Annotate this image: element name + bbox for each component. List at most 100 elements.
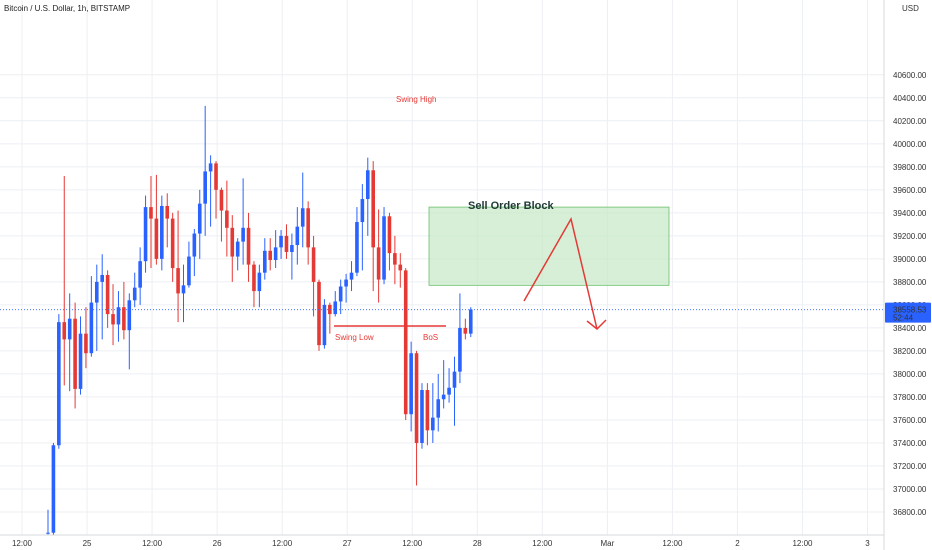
candle-body xyxy=(116,307,121,325)
candle-body xyxy=(122,307,126,331)
y-tick-label: 39000.00 xyxy=(893,255,927,264)
candle-body xyxy=(149,207,153,219)
candle-body xyxy=(197,203,202,234)
x-tick-label: 25 xyxy=(83,539,92,548)
swing-low-label: Swing Low xyxy=(335,333,374,342)
candle-body xyxy=(246,227,251,265)
candle-body xyxy=(420,390,424,443)
candles xyxy=(46,105,473,535)
candle-body xyxy=(295,226,300,246)
candle-body xyxy=(235,241,240,257)
candle-body xyxy=(447,387,451,395)
candle-body xyxy=(84,333,88,354)
candle-body xyxy=(208,163,213,172)
x-tick-label: 2 xyxy=(735,539,740,548)
y-tick-label: 39200.00 xyxy=(893,232,927,241)
candle-body xyxy=(365,170,370,200)
last-price-value: 38558.53 xyxy=(893,306,927,315)
candle-body xyxy=(165,205,170,219)
candle-body xyxy=(192,233,197,257)
candle-body xyxy=(252,264,256,292)
x-tick-label: 12:00 xyxy=(272,539,293,548)
projection-path xyxy=(523,216,598,330)
candle-body xyxy=(268,250,273,261)
candle-body xyxy=(328,304,332,315)
candle-body xyxy=(414,353,419,443)
candle-body xyxy=(452,371,457,388)
y-tick-label: 40400.00 xyxy=(893,94,927,103)
x-tick-label: 26 xyxy=(213,539,222,548)
candle-body xyxy=(333,301,338,315)
candle-body xyxy=(360,199,365,223)
candle-body xyxy=(138,261,142,288)
y-tick-label: 37800.00 xyxy=(893,393,927,402)
y-tick-label: 39600.00 xyxy=(893,186,927,195)
x-axis-ticks: 12:00 25 12:00 26 12:00 27 12:00 28 12:00 Mar 12:0… xyxy=(12,539,870,548)
candle-body xyxy=(176,268,180,294)
candle-body xyxy=(62,322,67,340)
sell-order-block-zone xyxy=(428,206,670,286)
candle-body xyxy=(187,256,191,286)
candle-body xyxy=(51,445,56,533)
candle-body xyxy=(78,333,83,389)
x-tick-label: 12:00 xyxy=(792,539,813,548)
price-axis[interactable] xyxy=(884,0,932,550)
y-tick-label: 37400.00 xyxy=(893,439,927,448)
candle-body xyxy=(263,250,267,273)
candle-body xyxy=(46,532,50,534)
candle-body xyxy=(94,281,99,303)
candle-body xyxy=(382,216,386,280)
candle-body xyxy=(284,235,289,252)
candle-body xyxy=(344,279,348,287)
y-tick-label: 37000.00 xyxy=(893,485,927,494)
x-tick-label: 27 xyxy=(343,539,352,548)
y-tick-label: 38800.00 xyxy=(893,278,927,287)
x-tick-label: 12:00 xyxy=(662,539,683,548)
candle-body xyxy=(441,394,446,400)
bos-label: BoS xyxy=(423,333,438,342)
x-tick-label: 12:00 xyxy=(142,539,163,548)
candle-body xyxy=(89,302,94,354)
candle-body xyxy=(111,314,115,325)
candle-body xyxy=(203,171,207,204)
candle-body xyxy=(214,163,218,190)
candle-body xyxy=(468,309,473,334)
y-tick-label: 40600.00 xyxy=(893,71,927,80)
candle-body xyxy=(409,353,413,415)
candle-body xyxy=(225,210,229,228)
candle-body xyxy=(355,222,359,273)
candle-body xyxy=(322,304,327,346)
candle-body xyxy=(57,322,61,446)
candle-body xyxy=(431,417,435,431)
y-tick-label: 36800.00 xyxy=(893,508,927,517)
candle-body xyxy=(241,227,245,242)
candle-body xyxy=(143,207,148,262)
currency-badge[interactable]: USD xyxy=(902,4,919,13)
x-tick-label: 12:00 xyxy=(532,539,553,548)
candle-body xyxy=(181,285,186,294)
y-tick-label: 39400.00 xyxy=(893,209,927,218)
candle-body xyxy=(311,247,316,282)
swing-high-label: Swing High xyxy=(396,95,436,104)
candle-body xyxy=(403,270,408,415)
y-tick-label: 37600.00 xyxy=(893,416,927,425)
candle-body xyxy=(279,235,283,248)
candle-body xyxy=(425,390,430,431)
candle-body xyxy=(273,247,278,261)
y-tick-label: 40000.00 xyxy=(893,140,927,149)
candle-body xyxy=(436,399,441,418)
candle-body xyxy=(160,205,164,259)
x-tick-label: Mar xyxy=(600,539,614,548)
candle-body xyxy=(257,272,262,292)
last-price-tag: 38558.53 52:44 xyxy=(885,302,931,323)
candle-body xyxy=(458,327,462,372)
y-tick-label: 39800.00 xyxy=(893,163,927,172)
y-tick-label: 40200.00 xyxy=(893,117,927,126)
y-tick-label: 38000.00 xyxy=(893,370,927,379)
candle-body xyxy=(463,327,468,334)
last-price-countdown: 52:44 xyxy=(893,314,914,323)
x-tick-label: 12:00 xyxy=(402,539,423,548)
candle-body xyxy=(398,264,403,271)
candle-body xyxy=(371,170,375,248)
